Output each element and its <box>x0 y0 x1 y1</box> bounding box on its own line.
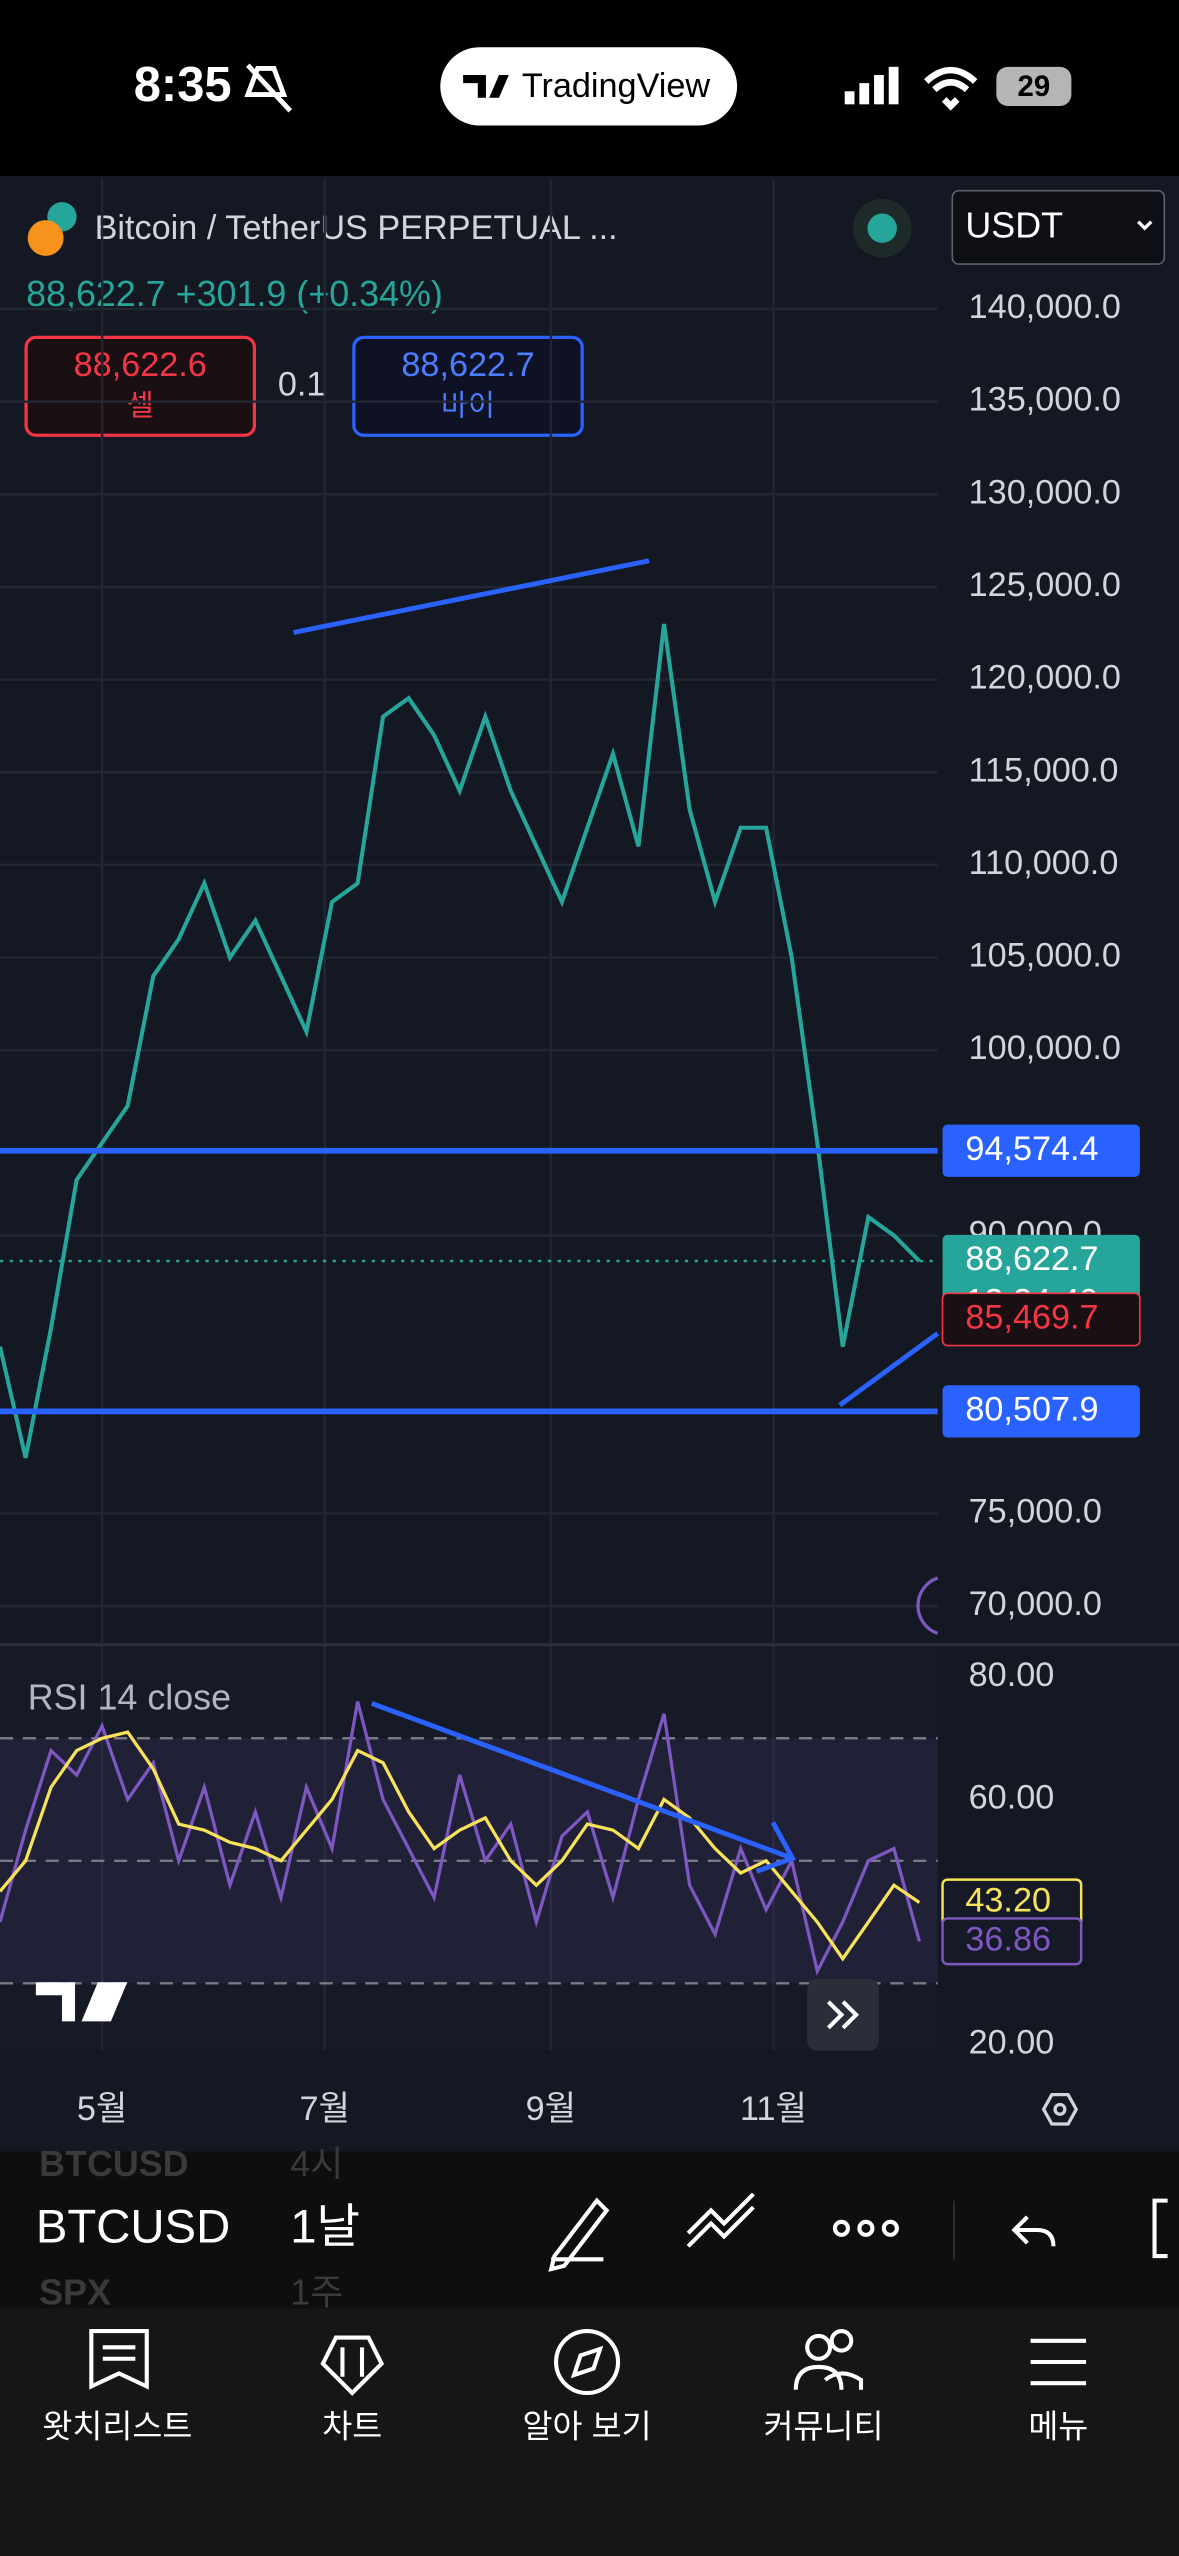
scroll-icon <box>826 2000 860 2030</box>
dropdown-arrow <box>1137 220 1153 231</box>
menu-icon <box>1030 2338 1087 2386</box>
buy-price: 88,622.7 <box>401 346 534 384</box>
y-tick-label: 125,000.0 <box>969 566 1121 604</box>
trend-line <box>838 1331 940 1408</box>
app-pill[interactable] <box>440 47 738 126</box>
explore-icon <box>554 2329 621 2396</box>
rsi-line <box>0 1701 921 1976</box>
price-tag <box>942 1385 1140 1438</box>
app-name: TradingView <box>522 67 711 105</box>
signal-icon <box>844 66 899 105</box>
y-tick-label: 75,000.0 <box>969 1492 1102 1530</box>
rsi-tag <box>941 1917 1083 1966</box>
nav-tab[interactable]: 차트 <box>322 2407 382 2444</box>
sell-price: 88,622.6 <box>74 346 207 384</box>
nav-tab[interactable]: 메뉴 <box>1028 2407 1088 2444</box>
y-tick-label: 100,000.0 <box>969 1029 1121 1067</box>
sell-button[interactable] <box>24 335 257 437</box>
undo-button[interactable] <box>1011 2215 1056 2247</box>
drawings <box>293 558 940 1874</box>
arrow-head <box>755 1821 797 1874</box>
btc-icon <box>27 220 64 256</box>
symbol-picker[interactable]: BTCUSD <box>36 2200 230 2253</box>
rsi-tag-label: 36.86 <box>965 1920 1051 1958</box>
nav-tab[interactable]: 커뮤니티 <box>764 2407 884 2444</box>
status-time: 8:35 <box>134 58 232 112</box>
price-tag-label: 94,574.4 <box>965 1130 1098 1168</box>
wifi-icon <box>924 66 978 111</box>
mute-icon <box>244 63 293 113</box>
y-tick-label: 115,000.0 <box>969 751 1119 789</box>
nav-tab[interactable]: 알아 보기 <box>523 2407 652 2444</box>
y-tick-label: 105,000.0 <box>969 937 1121 975</box>
community-head <box>829 2329 854 2353</box>
tv-logo <box>463 74 509 98</box>
price-tag-label: 80,507.9 <box>965 1390 1098 1428</box>
status-dot <box>867 213 897 243</box>
nav-tab[interactable]: 왓치리스트 <box>42 2407 192 2444</box>
next-interval: 1주 <box>290 2273 343 2313</box>
rsi-line <box>0 1730 921 1962</box>
plots: 5월 7월 9월 11월70,000.075,000.090,000.0100,000… <box>0 179 1141 2128</box>
rsi-tag-label: 43.20 <box>965 1881 1051 1919</box>
price-tag-label: 88,622.7 <box>965 1240 1098 1278</box>
x-tick-label: 7월 <box>299 2090 350 2128</box>
trend-tool[interactable] <box>686 2192 755 2248</box>
nav-bar: 왓치리스트 차트 알아 보기 커뮤니티 메뉴 <box>42 2407 1088 2444</box>
y-tick-label: 110,000.0 <box>969 844 1119 882</box>
rsi-tick-label: 80.00 <box>969 1656 1055 1694</box>
next-symbol: SPX <box>39 2273 111 2313</box>
settings-icon[interactable] <box>1041 2093 1079 2126</box>
y-tick-label: 135,000.0 <box>969 381 1121 419</box>
sell-label: 셀 <box>127 389 154 422</box>
rsi-tick-label: 20.00 <box>969 2024 1055 2062</box>
nav-bg <box>0 2308 1179 2556</box>
prev-interval: 4시 <box>290 2144 343 2184</box>
explore-needle <box>570 2345 604 2379</box>
watchlist-icon <box>89 2329 149 2390</box>
currency-label: USDT <box>965 206 1063 246</box>
nav-icons <box>89 2329 1087 2396</box>
currency-select[interactable] <box>951 189 1166 265</box>
order-quantity[interactable]: 0.1 <box>278 365 326 403</box>
tv-watermark <box>35 1982 128 2022</box>
y-tick-label: 130,000.0 <box>969 473 1121 511</box>
x-tick-label: 9월 <box>526 2090 577 2128</box>
price-line <box>0 623 921 1459</box>
x-tick-label: 5월 <box>77 2090 128 2128</box>
alert-marker <box>916 1576 939 1635</box>
buy-label: 바이 <box>441 389 495 422</box>
buy-button[interactable] <box>352 335 584 437</box>
y-tick-label: 140,000.0 <box>969 288 1121 326</box>
trend-line <box>370 1701 794 1861</box>
price-tag <box>942 1124 1140 1177</box>
community-icon <box>793 2364 864 2390</box>
battery <box>996 66 1072 106</box>
community-head <box>805 2333 833 2361</box>
price-tag-label: 85,469.7 <box>965 1298 1098 1336</box>
chart-icon <box>320 2335 385 2396</box>
rsi-tick-label: 60.00 <box>969 1779 1055 1817</box>
settings-icon-dot <box>1053 2102 1067 2116</box>
rsi-title: RSI 14 close <box>28 1678 231 1718</box>
y-tick-label: 70,000.0 <box>969 1585 1102 1623</box>
price-tag <box>941 1292 1141 1347</box>
x-tick-label: 11월 <box>740 2090 807 2128</box>
symbol-title[interactable]: Bitcoin / TetherUS PERPETUAL ... <box>95 209 618 247</box>
trend-line <box>293 558 650 635</box>
prev-symbol: BTCUSD <box>39 2144 188 2184</box>
y-tick-label: 120,000.0 <box>969 659 1121 697</box>
more-tools[interactable] <box>832 2219 899 2237</box>
draw-tool[interactable] <box>548 2197 610 2272</box>
battery-level: 29 <box>1018 70 1051 103</box>
interval-picker[interactable]: 1날 <box>290 2200 360 2253</box>
quote-line: 88,622.7 +301.9 (+0.34%) <box>26 274 443 314</box>
fullscreen-button[interactable] <box>1152 2198 1168 2259</box>
